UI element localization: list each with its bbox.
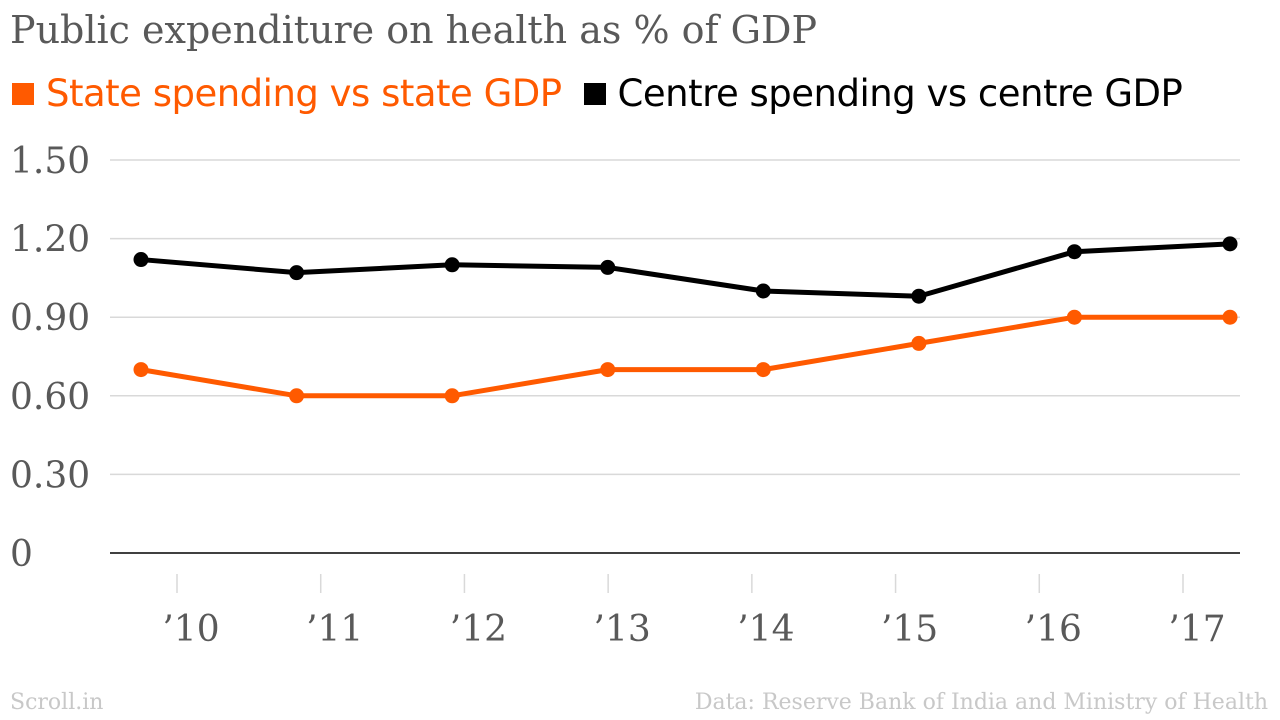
data-point-centre xyxy=(289,265,305,281)
x-tick-label: ’11 xyxy=(306,609,363,650)
data-point-centre xyxy=(444,257,460,273)
y-tick-label: 1.50 xyxy=(10,141,90,182)
x-tick-label: ’13 xyxy=(594,609,651,650)
data-point-centre xyxy=(755,283,771,299)
chart-title: Public expenditure on health as % of GDP xyxy=(10,8,818,52)
legend-swatch-state xyxy=(12,82,34,105)
data-point-state xyxy=(289,388,305,404)
series-line-state xyxy=(138,314,1233,399)
publisher-credit: Scroll.in xyxy=(10,690,104,715)
data-point-state xyxy=(133,362,149,378)
legend-label-state: State spending vs state GDP xyxy=(46,72,562,115)
y-tick-label: 0.30 xyxy=(10,455,90,496)
data-point-centre xyxy=(600,259,616,275)
legend-item-state: State spending vs state GDP xyxy=(12,72,562,115)
y-tick-label: 0.60 xyxy=(10,377,90,418)
legend-item-centre: Centre spending vs centre GDP xyxy=(583,72,1183,115)
x-tick-label: ’14 xyxy=(737,609,794,650)
y-tick-label: 0 xyxy=(10,534,33,575)
legend-swatch-centre xyxy=(583,82,606,105)
data-point-state xyxy=(1066,309,1082,325)
x-tick-label: ’12 xyxy=(450,609,507,650)
x-tick-label: ’16 xyxy=(1025,609,1082,650)
series-line-centre xyxy=(138,241,1233,299)
x-tick-label: ’15 xyxy=(881,609,938,650)
y-tick-label: 1.20 xyxy=(10,220,90,261)
data-point-state xyxy=(444,388,460,404)
data-source-note: Data: Reserve Bank of India and Ministry… xyxy=(694,690,1268,715)
line-chart: 0 0.30 0.60 0.90 1.20 1.50 ’10 ’11 ’12 ’13 ’14 ’15 ’… xyxy=(10,141,1240,650)
data-point-state xyxy=(911,335,927,351)
data-point-centre xyxy=(1066,244,1082,260)
x-tick-label: ’10 xyxy=(162,609,219,650)
y-tick-label: 0.90 xyxy=(10,298,90,339)
chart-legend: State spending vs state GDP Centre spend… xyxy=(12,72,1204,115)
data-point-state xyxy=(755,362,771,378)
data-point-centre xyxy=(911,288,927,304)
data-point-state xyxy=(1222,309,1238,325)
data-point-centre xyxy=(1222,236,1238,252)
legend-label-centre: Centre spending vs centre GDP xyxy=(617,72,1183,115)
x-tick-label: ’17 xyxy=(1168,609,1225,650)
data-point-centre xyxy=(133,252,149,268)
data-point-state xyxy=(600,362,616,378)
